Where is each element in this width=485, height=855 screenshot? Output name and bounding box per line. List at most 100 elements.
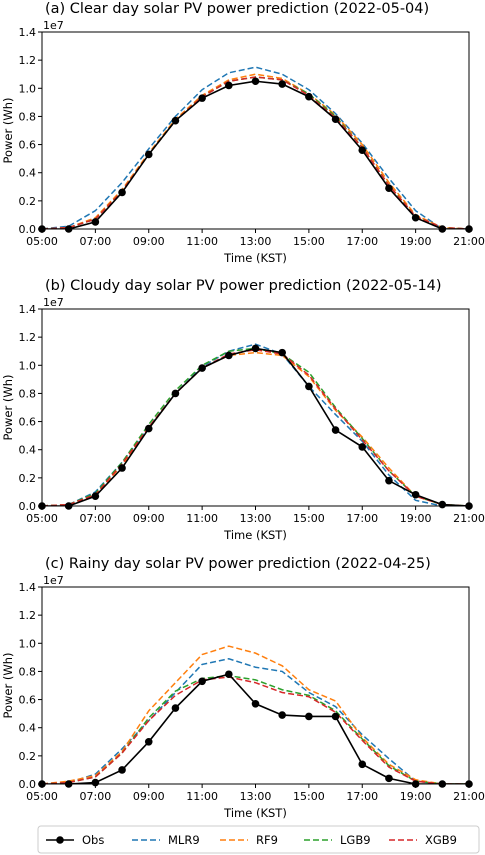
legend: Obs MLR9 RF9 LGB9 XGB9 — [37, 825, 480, 854]
series-line-xgb9 — [42, 76, 469, 229]
x-tick-label: 05:00 — [26, 512, 58, 525]
x-tick-label: 11:00 — [186, 512, 218, 525]
x-tick-label: 19:00 — [400, 512, 432, 525]
legend-label: LGB9 — [340, 833, 371, 847]
x-tick-label: 13:00 — [240, 512, 272, 525]
series-group — [42, 645, 469, 784]
obs-point — [305, 712, 313, 721]
y-tick-label: 0.4 — [19, 722, 37, 735]
obs-point — [358, 760, 367, 769]
obs-point — [411, 490, 420, 499]
obs-point — [331, 115, 340, 124]
x-tick-label: 11:00 — [186, 790, 218, 803]
legend-box — [37, 825, 480, 854]
obs-point — [144, 150, 153, 159]
legend-entry-xgb9: XGB9 — [389, 833, 457, 847]
y-tick-label: 1.0 — [19, 637, 37, 650]
obs-point — [385, 476, 393, 485]
y-tick-label: 0.0 — [19, 500, 37, 513]
y-tick-label: 0.0 — [19, 223, 37, 236]
y-tick-label: 0.2 — [19, 472, 37, 485]
obs-point — [171, 116, 180, 125]
axes-frame — [41, 586, 470, 785]
series-line-mlr9 — [42, 66, 469, 229]
y-tick-label: 0.4 — [19, 444, 37, 457]
obs-point — [438, 500, 447, 509]
series-line-rf9 — [42, 351, 469, 506]
obs-point — [358, 443, 367, 451]
x-tick-label: 05:00 — [26, 235, 58, 248]
y-tick-label: 0.8 — [19, 665, 37, 678]
chart-title: (b) Cloudy day solar PV power prediction… — [45, 278, 442, 294]
y-tick-label: 0.0 — [19, 778, 37, 791]
obs-point — [225, 81, 233, 90]
series-group — [42, 343, 469, 506]
legend-entry-obs: Obs — [46, 833, 104, 847]
x-tick-label: 09:00 — [133, 790, 165, 803]
legend-marker — [56, 836, 64, 844]
chart-panel-3: (c) Rainy day solar PV power prediction … — [1, 556, 485, 820]
y-tick-label: 0.4 — [19, 167, 37, 180]
obs-point — [358, 146, 367, 154]
x-tick-label: 13:00 — [240, 235, 272, 248]
chart-panel-1: (a) Clear day solar PV power prediction … — [1, 1, 485, 265]
series-line-rf9 — [42, 73, 469, 229]
obs-point — [305, 92, 313, 101]
obs-point — [171, 704, 180, 712]
x-tick-label: 11:00 — [186, 235, 218, 248]
obs-point — [278, 80, 286, 88]
series-line-obs — [42, 347, 469, 506]
series-line-lgb9 — [42, 347, 469, 506]
obs-point — [251, 699, 260, 708]
obs-point — [171, 389, 180, 398]
x-tick-label: 17:00 — [346, 790, 378, 803]
y-tick-label: 1.0 — [19, 82, 37, 95]
y-axis-label: Power (Wh) — [1, 97, 15, 163]
y-tick-label: 1.0 — [19, 359, 37, 372]
y-tick-label: 1.2 — [19, 331, 37, 344]
x-tick-label: 07:00 — [80, 790, 112, 803]
x-axis-label: Time (KST) — [223, 251, 287, 265]
x-tick-label: 09:00 — [133, 512, 165, 525]
x-tick-label: 15:00 — [293, 235, 325, 248]
y-tick-label: 0.8 — [19, 387, 37, 400]
obs-point — [278, 711, 286, 719]
chart-title: (a) Clear day solar PV power prediction … — [45, 1, 429, 17]
obs-point — [144, 737, 153, 746]
obs-point — [385, 774, 393, 783]
y-tick-label: 0.8 — [19, 110, 37, 123]
obs-point — [225, 351, 233, 360]
x-axis-label: Time (KST) — [223, 806, 287, 820]
legend-entry-rf9: RF9 — [220, 833, 278, 847]
obs-point — [385, 184, 393, 192]
obs-point — [118, 188, 126, 197]
chart-panel-2: (b) Cloudy day solar PV power prediction… — [1, 278, 485, 542]
x-tick-label: 13:00 — [240, 790, 272, 803]
y-tick-label: 1.4 — [19, 303, 37, 316]
y-multiplier: 1e7 — [43, 19, 64, 32]
y-tick-label: 0.6 — [19, 694, 37, 707]
y-tick-label: 0.6 — [19, 416, 37, 429]
obs-point — [91, 218, 100, 226]
legend-entry-mlr9: MLR9 — [132, 833, 200, 847]
y-tick-label: 1.2 — [19, 609, 37, 622]
x-tick-label: 21:00 — [453, 235, 485, 248]
obs-point — [331, 426, 340, 434]
x-tick-label: 15:00 — [293, 512, 325, 525]
legend-label: XGB9 — [425, 833, 457, 847]
x-tick-label: 19:00 — [400, 235, 432, 248]
y-multiplier: 1e7 — [43, 574, 64, 587]
series-line-mlr9 — [42, 343, 469, 506]
axes-frame — [41, 308, 470, 507]
obs-point — [198, 364, 206, 372]
legend-entry-lgb9: LGB9 — [304, 833, 371, 847]
obs-point — [198, 94, 206, 102]
obs-point — [198, 677, 206, 686]
y-tick-label: 0.2 — [19, 750, 37, 763]
obs-point — [91, 492, 100, 500]
obs-point — [225, 670, 233, 679]
x-tick-label: 21:00 — [453, 512, 485, 525]
chart-title: (c) Rainy day solar PV power prediction … — [45, 556, 431, 572]
x-tick-label: 07:00 — [80, 235, 112, 248]
